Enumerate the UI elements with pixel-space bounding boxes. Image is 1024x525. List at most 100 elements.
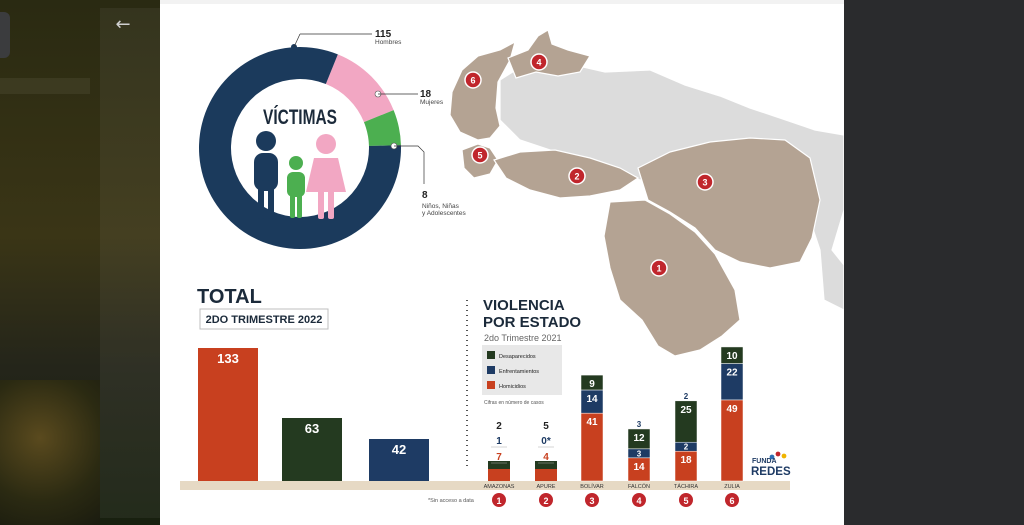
fundaredes-logo: FUNDA REDES — [751, 451, 791, 478]
state-category-label: AMAZONAS — [484, 484, 515, 490]
state-segment-value: 2 — [684, 443, 689, 452]
state-rank-number: 5 — [683, 496, 688, 506]
total-bar — [282, 418, 342, 481]
total-subtitle-box — [199, 308, 329, 330]
category-band — [180, 481, 790, 490]
state-bar-segment — [488, 461, 510, 469]
side-handle[interactable] — [0, 12, 10, 58]
back-arrow-icon[interactable]: ← — [115, 14, 131, 35]
map-region-bolivar — [637, 137, 821, 269]
state-bar-segment — [627, 428, 651, 450]
total-bar-value: 42 — [392, 442, 406, 457]
state-value-label: 4 — [543, 452, 549, 463]
map-marker-number: 4 — [536, 58, 541, 68]
background-plant — [0, 380, 100, 525]
state-rank-number: 3 — [589, 496, 594, 506]
map-marker-number: 5 — [477, 151, 482, 161]
state-segment-value: 25 — [680, 405, 692, 416]
map-region-apure — [493, 149, 640, 199]
background-right — [844, 0, 1024, 525]
map-marker — [530, 53, 548, 71]
state-segment-value: 9 — [589, 379, 595, 390]
state-bars: 712AMAZONAS140*5APURE241149BOLÍVAR314312… — [484, 346, 744, 507]
total-bar-value: 133 — [217, 351, 239, 366]
logo-line-1: FUNDA — [752, 458, 777, 465]
logo-line-2: REDES — [751, 466, 791, 478]
state-rank-badge — [725, 493, 739, 507]
children-value: 8 — [422, 190, 428, 201]
state-bar-segment — [720, 346, 744, 364]
total-bar — [369, 439, 429, 481]
legend-note: Cifras en número de casos — [484, 400, 544, 406]
state-rank-number: 1 — [496, 496, 501, 506]
state-segment-value: 12 — [633, 433, 645, 444]
state-segment-value: 14 — [633, 462, 645, 473]
top-strip — [160, 0, 844, 4]
state-category-label: APURE — [537, 484, 556, 490]
state-rank-badge — [632, 493, 646, 507]
state-bar-segment — [674, 400, 698, 443]
state-value-label: 1 — [496, 436, 502, 447]
men-value: 115 — [375, 29, 392, 40]
state-title-line-1: VIOLENCIA — [483, 297, 565, 314]
state-rank-number: 6 — [729, 496, 734, 506]
map-region-zulia — [449, 40, 516, 141]
legend-label: Enfrentamientos — [499, 369, 539, 375]
victims-donut — [199, 46, 401, 250]
state-segment-value: 18 — [680, 455, 692, 466]
state-subtitle: 2do Trimestre 2021 — [484, 333, 562, 343]
state-segment-value: 22 — [726, 367, 738, 378]
map-marker — [471, 146, 489, 164]
legend-swatch — [487, 366, 495, 374]
map-marker — [464, 71, 482, 89]
women-label: Mujeres — [420, 99, 444, 106]
state-segment-value: 49 — [726, 404, 738, 415]
children-label-2: y Adolescentes — [422, 210, 466, 217]
state-title-line-2: POR ESTADO — [483, 314, 581, 331]
map-region-falcon — [507, 29, 591, 79]
leader-line — [394, 145, 425, 184]
state-segment-value: 41 — [586, 417, 598, 428]
total-bar — [198, 348, 258, 481]
state-rank-badge — [585, 493, 599, 507]
state-value-label: 0* — [541, 436, 551, 447]
map-marker — [568, 167, 586, 185]
state-segment-value: 14 — [586, 394, 598, 405]
children-label-1: Niños, Niñas — [422, 203, 460, 210]
victims-title: VÍCTIMAS — [263, 106, 337, 129]
left-list-item — [0, 78, 90, 94]
state-value-label: 7 — [496, 452, 502, 463]
state-category-label: BOLÍVAR — [580, 483, 603, 490]
map-marker — [696, 173, 714, 191]
map-marker-number: 3 — [702, 178, 707, 188]
donut-slice — [199, 46, 401, 250]
legend-label: Desaparecidos — [499, 354, 536, 360]
men-label: Hombres — [375, 39, 402, 46]
footnote: *Sin acceso a data — [428, 498, 475, 504]
total-bars: 133HOMICIDIOS63DESAPARECIDOS42ENFRENTAMI… — [198, 348, 429, 490]
legend-box — [482, 345, 562, 395]
family-icon — [254, 131, 346, 219]
state-category-label: FALCÓN — [628, 483, 650, 490]
map-marker — [650, 259, 668, 277]
state-bar-segment — [535, 461, 557, 469]
total-subtitle: 2DO TRIMESTRE 2022 — [206, 314, 323, 326]
state-value-label: 3 — [637, 420, 642, 429]
legend-label: Homicidios — [499, 384, 526, 390]
state-segment-value: 10 — [726, 351, 738, 362]
map-marker-number: 1 — [656, 264, 661, 274]
donut-slice — [325, 54, 394, 123]
state-value-label: 5 — [543, 421, 549, 432]
state-value-label: 2 — [496, 421, 502, 432]
left-panel — [100, 8, 160, 518]
total-title: TOTAL — [197, 286, 262, 308]
leader-line — [293, 33, 301, 48]
state-rank-badge — [492, 493, 506, 507]
state-rank-number: 2 — [543, 496, 548, 506]
total-bar-value: 63 — [305, 421, 319, 436]
venezuela-map: 1 2 3 4 5 6 — [449, 29, 844, 357]
legend-swatch — [487, 381, 495, 389]
